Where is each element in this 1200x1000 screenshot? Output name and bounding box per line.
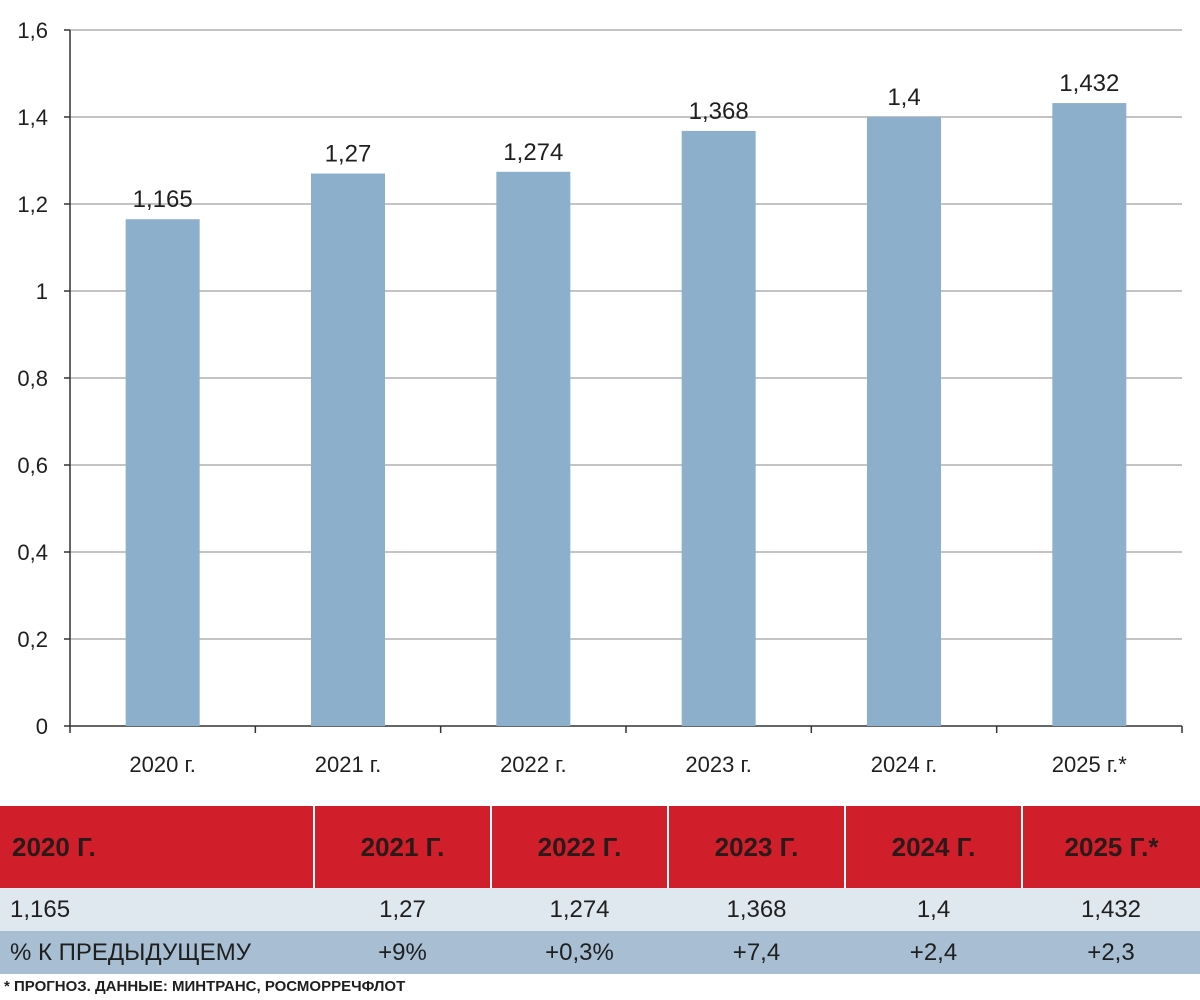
bar	[125, 219, 200, 726]
header-2021: 2021 Г.	[313, 806, 491, 888]
header-2022: 2022 Г.	[490, 806, 668, 888]
table-header-row: 2020 Г. 2021 Г. 2022 Г. 2023 Г. 2024 Г. …	[0, 806, 1200, 888]
cell-pct-2023: +7,4	[668, 931, 845, 974]
cell-pct-2022: +0,3%	[491, 931, 668, 974]
data-label: 1,4	[887, 84, 920, 111]
y-tick-label: 0,2	[17, 627, 48, 652]
data-label: 1,274	[503, 139, 563, 166]
data-label: 1,165	[133, 186, 193, 213]
cell-value-2024: 1,4	[845, 888, 1022, 931]
header-2020: 2020 Г.	[0, 806, 314, 888]
y-tick-label: 1	[36, 279, 48, 304]
cell-value-2021: 1,27	[314, 888, 491, 931]
bar	[1052, 103, 1127, 726]
data-label: 1,27	[325, 141, 372, 168]
data-label: 1,432	[1059, 70, 1119, 97]
cell-value-2020: 1,165	[0, 888, 314, 931]
cell-pct-2025: +2,3	[1022, 931, 1200, 974]
x-tick-label: 2021 г.	[315, 752, 382, 777]
y-tick-label: 0,6	[17, 453, 48, 478]
bar	[681, 130, 756, 727]
y-tick-label: 1,2	[17, 192, 48, 217]
y-tick-label: 0,8	[17, 366, 48, 391]
x-tick-label: 2023 г.	[685, 752, 752, 777]
x-tick-label: 2025 г.*	[1052, 752, 1128, 777]
header-2024: 2024 Г.	[844, 806, 1022, 888]
cell-pct-2024: +2,4	[845, 931, 1022, 974]
x-tick-label: 2024 г.	[871, 752, 938, 777]
table-row-values: 1,165 1,27 1,274 1,368 1,4 1,432	[0, 888, 1200, 931]
x-tick-label: 2020 г.	[129, 752, 196, 777]
cell-value-2023: 1,368	[668, 888, 845, 931]
cell-value-2025: 1,432	[1022, 888, 1200, 931]
y-tick-label: 0	[36, 714, 48, 739]
data-table: 2020 Г. 2021 Г. 2022 Г. 2023 Г. 2024 Г. …	[0, 806, 1200, 974]
data-label: 1,368	[689, 98, 749, 125]
bar-chart: 0 0,2 0,4 0,6 0,8 1 1,2 1,4 1,6 1,165 2020 г. 1,27 2…	[17, 18, 1183, 777]
y-tick-label: 1,6	[17, 18, 48, 43]
bar	[311, 173, 385, 727]
bar	[496, 171, 571, 726]
footnote: * ПРОГНОЗ. ДАННЫЕ: МИНТРАНС, РОСМОРРЕЧФЛ…	[4, 978, 406, 995]
cell-pct-label: % К ПРЕДЫДУЩЕМУ	[0, 931, 314, 974]
table-row-pct: % К ПРЕДЫДУЩЕМУ +9% +0,3% +7,4 +2,4 +2,3	[0, 931, 1200, 974]
bar	[867, 117, 941, 726]
cell-pct-2021: +9%	[314, 931, 491, 974]
x-tick-label: 2022 г.	[500, 752, 567, 777]
cell-value-2022: 1,274	[491, 888, 668, 931]
y-tick-label: 0,4	[17, 540, 48, 565]
header-2023: 2023 Г.	[667, 806, 845, 888]
y-tick-label: 1,4	[17, 105, 48, 130]
header-2025: 2025 Г.*	[1021, 806, 1200, 888]
